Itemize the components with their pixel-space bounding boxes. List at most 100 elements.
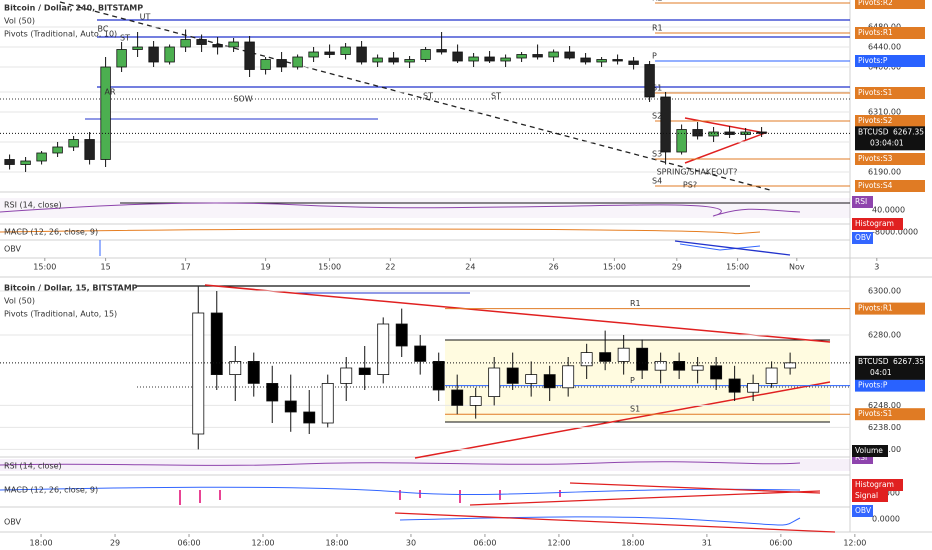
panel-tag: Histogram [855,480,894,489]
candle-body [414,345,427,362]
panel-scale: 0.0000 [872,515,900,524]
annotation: PS? [683,181,697,190]
pivot-short: S1 [630,405,640,414]
x-tick-label: 15:00 [603,263,626,272]
candle-body [468,56,479,62]
panel-tag: Histogram [855,219,894,228]
last-price-bg [855,355,925,380]
panel-tag-bg [852,232,873,244]
candle-body [228,41,239,48]
panel-label: RSI (14, close) [4,462,62,471]
candle-body [324,51,335,55]
pivot-label-bg [855,27,925,39]
pivot-short: R2 [652,0,663,3]
x-tick-label: 31 [702,539,712,548]
candle-body [116,49,127,68]
candle-body [596,59,607,63]
candle-body [395,323,408,347]
pivot-label-bg [855,0,925,9]
candle-body [543,374,556,389]
x-tick-label: 18:00 [30,539,53,548]
y-tick-label: 6300.00 [868,287,901,296]
candle-body [612,59,623,62]
candle-body [564,51,575,59]
candle-body [728,378,741,393]
pivot-label: Pivots:P [858,56,888,65]
candle-body [660,96,671,153]
panel-tag-bg [852,196,873,208]
candle-body [599,352,612,362]
pivot-label: Pivots:S1 [858,88,893,97]
countdown: 04:01 [870,368,892,377]
candle-body [432,360,445,391]
panel-label: OBV [4,518,22,527]
pivot-short: R1 [652,24,663,33]
candle-body [212,44,223,48]
pivot-label: Pivots:R2 [858,0,893,7]
x-tick-label: 29 [672,263,682,272]
panel-tag-bg [852,479,903,491]
x-tick-label: 15 [101,263,111,272]
candle-body [452,51,463,62]
candle-body [436,49,447,53]
candle-body [676,129,687,153]
study-label: Vol (50) [4,17,35,26]
pivot-short: S1 [652,84,662,93]
candle-body [404,59,415,63]
candle-body [132,46,143,50]
candle-body [321,382,334,424]
x-tick-label: 30 [406,539,416,548]
panel-label: RSI (14, close) [4,201,62,210]
pivot-label: Pivots:S1 [858,409,893,418]
pivot-short: P [652,52,657,61]
candle-body [260,59,271,70]
candle-body [358,367,371,375]
candle-body [164,46,175,63]
study-label: Vol (50) [4,297,35,306]
candle-body [340,46,351,55]
candle-body [708,131,719,137]
candle-body [196,39,207,45]
panel-tag: RSI [855,453,867,462]
annotation: ST [491,92,501,101]
x-tick-label: 12:00 [251,539,274,548]
pivot-label-bg [855,87,925,99]
pivot-short: S4 [652,177,662,186]
chart-title: Bitcoin / Dollar, 15, BITSTAMP [4,284,138,293]
x-tick-label: 19 [261,263,271,272]
y-tick-label: 6280.00 [868,331,901,340]
x-tick-label: 17 [181,263,191,272]
candle-body [100,66,111,160]
pivot-label: Pivots:S3 [858,154,893,163]
pivot-label: Pivots:P [858,381,888,390]
pivot-label-bg [855,408,925,421]
x-tick-label: 06:00 [177,539,200,548]
candle-body [710,365,723,380]
candle-body [451,389,464,406]
candle-body [340,367,353,384]
last-price-value: 6267.35 [893,357,924,366]
candle-body [292,56,303,68]
candle-body [756,131,767,134]
chart-title: Bitcoin / Dollar, 240, BITSTAMP [4,4,143,13]
candle-body [644,64,655,98]
x-tick-label: 15:00 [318,263,341,272]
x-tick-label: 15:00 [33,263,56,272]
pivot-short: S3 [652,150,662,159]
candle-body [628,60,639,65]
y-tick-label: 6190.00 [868,168,901,177]
candle-body [580,57,591,63]
candle-body [420,49,431,60]
candle-body [266,382,279,402]
candle-body [740,131,751,135]
pivot-short: P [630,376,635,385]
candle-body [84,139,95,160]
last-price-value: 6267.35 [893,127,924,136]
panel-scale: 40.0000 [872,206,905,215]
candle-body [356,46,367,63]
x-tick-label: 24 [465,263,475,272]
study-label: Pivots (Traditional, Auto, 15) [4,310,117,319]
candle-body [148,46,159,63]
annotation: UT [140,13,151,22]
y-tick-label: 6310.00 [868,108,901,117]
